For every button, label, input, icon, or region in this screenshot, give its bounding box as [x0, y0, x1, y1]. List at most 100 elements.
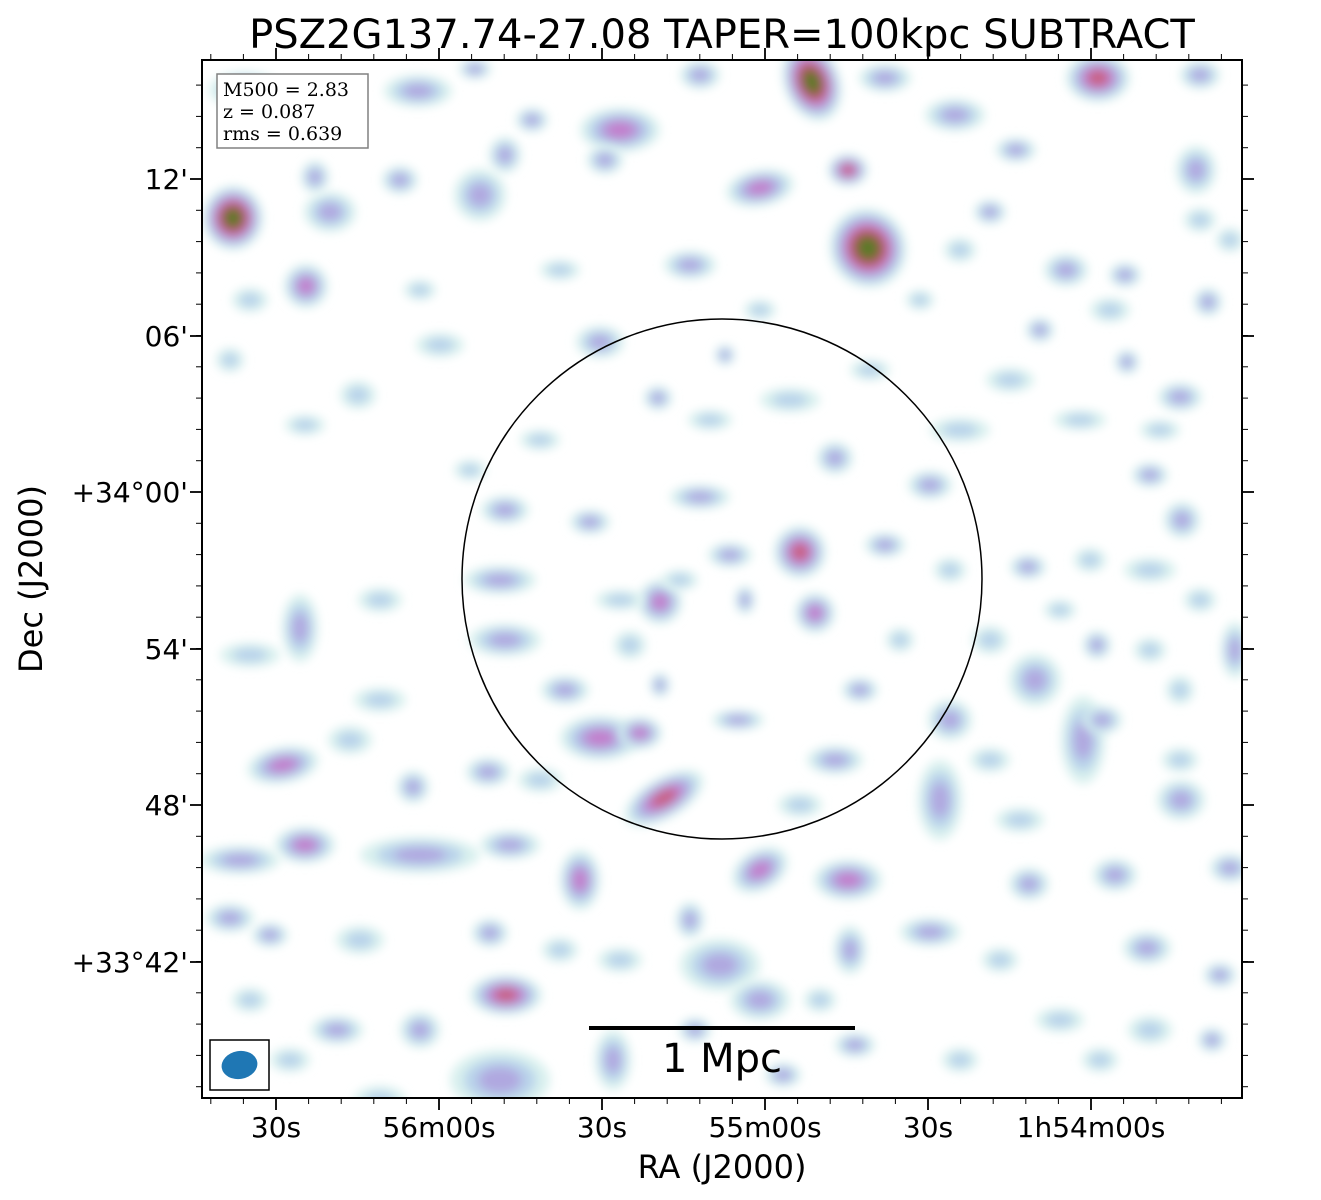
emission-blob [301, 161, 329, 193]
x-tick-label: 1h54m00s [1017, 1111, 1166, 1144]
emission-blob [560, 850, 600, 910]
emission-blob [466, 758, 510, 786]
emission-blob [1036, 1008, 1084, 1032]
emission-blob [1093, 859, 1137, 891]
emission-blob [340, 381, 376, 409]
y-tick-label: 12' [145, 163, 188, 196]
emission-blob [865, 533, 905, 557]
emission-blob [760, 388, 820, 412]
beam-ellipse [221, 1050, 258, 1080]
emission-blob [1176, 146, 1216, 194]
emission-blob [516, 108, 548, 132]
emission-blob [1221, 622, 1242, 678]
emission-blob [304, 192, 356, 232]
emission-blob [416, 333, 464, 357]
emission-blob [644, 386, 672, 410]
emission-blob [614, 631, 646, 659]
emission-blob [232, 288, 268, 312]
emission-blob [778, 793, 822, 817]
emission-blob [1210, 854, 1242, 882]
emission-blob [996, 808, 1044, 832]
emission-blob [662, 570, 698, 590]
emission-blob [202, 846, 280, 874]
emission-blob [397, 771, 429, 803]
emission-blob [1184, 208, 1216, 232]
emission-blob [828, 154, 868, 186]
emission-blob [664, 251, 716, 279]
emission-blob [358, 588, 402, 612]
emission-blob [842, 678, 878, 702]
emission-blob [1009, 654, 1061, 706]
emission-blob [730, 980, 790, 1020]
emission-blob [925, 99, 985, 131]
emission-blob [1026, 318, 1054, 342]
x-tick-label: 55m00s [708, 1111, 821, 1144]
emission-blob [1090, 298, 1130, 322]
emission-blob [1109, 263, 1141, 287]
emission-blob [216, 348, 244, 372]
emission-blob [970, 748, 1010, 772]
emission-blob [1140, 420, 1180, 440]
y-axis-label: Dec (J2000) [12, 485, 50, 673]
x-tick-label: 30s [251, 1111, 301, 1144]
emission-blob [1054, 410, 1106, 430]
x-tick-label: 56m00s [382, 1111, 495, 1144]
axis-ticks [190, 48, 1254, 1110]
emission-blob [587, 146, 623, 174]
emission-blob [541, 676, 589, 704]
emission-blob [275, 827, 335, 863]
info-redshift: z = 0.087 [223, 101, 315, 123]
emission-blob [232, 988, 268, 1012]
emission-blob [942, 1048, 978, 1072]
emission-blob [900, 918, 960, 946]
emission-blob [972, 626, 1008, 654]
emission-blob [1158, 383, 1202, 411]
emission-blob [908, 471, 952, 499]
emission-blob [576, 326, 624, 358]
x-tick-label: 30s [577, 1111, 627, 1144]
emission-blob [384, 75, 452, 107]
r500-circle [461, 318, 983, 840]
emission-blob [732, 847, 788, 893]
emission-blob [595, 1030, 631, 1090]
emission-blob [1066, 60, 1130, 102]
emission-blob [570, 510, 610, 534]
emission-blob [382, 166, 418, 194]
emission-blob [247, 746, 319, 784]
emission-blob [676, 902, 704, 938]
emission-blob [638, 580, 682, 624]
emission-blob [817, 442, 853, 474]
emission-blob [472, 919, 508, 947]
emission-blob [1184, 588, 1216, 612]
emission-blob [1194, 288, 1222, 316]
x-axis-label: RA (J2000) [638, 1148, 807, 1186]
emission-blob [1082, 1048, 1118, 1072]
emission-blob [1010, 555, 1046, 579]
emission-blob [520, 430, 560, 450]
emission-blob [906, 290, 934, 310]
emission-blob [765, 1063, 801, 1087]
emission-blob [540, 260, 580, 280]
emission-blob [650, 673, 670, 697]
y-tick-label: 48' [145, 789, 188, 822]
emission-blob [1157, 780, 1205, 820]
y-tick-labels: 12' 06' +34°00' 54' 48' +33°42' [72, 163, 188, 979]
info-rms: rms = 0.639 [223, 123, 342, 145]
emission-blob [481, 496, 529, 524]
emission-blob [886, 628, 914, 652]
plot-frame [201, 59, 1243, 1099]
emission-blob [282, 594, 318, 662]
emission-blob [469, 624, 541, 656]
y-tick-label: 54' [145, 633, 188, 666]
emission-blob [1216, 228, 1242, 252]
emission-blob [542, 938, 578, 962]
emission-blob [670, 485, 730, 509]
plot-area [202, 60, 1242, 1098]
scale-bar: 1 Mpc [589, 1026, 855, 1082]
emission-blob [252, 923, 288, 947]
emission-blob [829, 208, 907, 288]
emission-blob [203, 186, 263, 250]
beam-box [209, 1039, 270, 1091]
emission-blob [328, 726, 372, 754]
